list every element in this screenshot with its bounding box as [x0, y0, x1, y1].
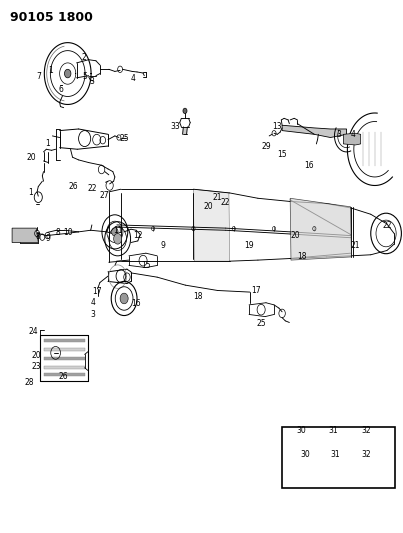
Text: 22: 22 — [382, 221, 392, 230]
Text: 13: 13 — [272, 123, 282, 131]
Circle shape — [114, 233, 122, 244]
Text: 32: 32 — [361, 426, 371, 435]
Text: 22: 22 — [88, 184, 98, 192]
Text: 6: 6 — [59, 85, 64, 94]
Text: 28: 28 — [24, 378, 34, 386]
Polygon shape — [44, 373, 85, 376]
Polygon shape — [44, 348, 85, 351]
Text: 12: 12 — [133, 231, 143, 240]
Text: 3: 3 — [337, 130, 342, 139]
Text: 20: 20 — [290, 231, 300, 240]
Text: 20: 20 — [204, 202, 214, 211]
Text: 32: 32 — [361, 450, 371, 458]
Text: 3: 3 — [89, 77, 94, 86]
Text: 1: 1 — [45, 140, 50, 148]
Text: 3: 3 — [90, 310, 95, 319]
Text: 8: 8 — [55, 229, 60, 237]
Text: 9: 9 — [46, 235, 51, 243]
Text: 16: 16 — [305, 161, 314, 169]
Text: 18: 18 — [297, 253, 307, 261]
Text: 11: 11 — [113, 226, 123, 235]
Text: 31: 31 — [329, 426, 339, 435]
Text: 33: 33 — [171, 123, 181, 131]
Text: 4: 4 — [91, 298, 96, 307]
Text: 29: 29 — [261, 142, 271, 151]
Text: 15: 15 — [277, 150, 287, 159]
Text: 16: 16 — [131, 300, 141, 308]
Polygon shape — [343, 133, 361, 145]
Circle shape — [183, 108, 187, 114]
Text: 4: 4 — [350, 130, 355, 139]
Text: 25: 25 — [119, 134, 129, 142]
Polygon shape — [290, 198, 351, 260]
Text: 24: 24 — [28, 327, 38, 336]
Text: 23: 23 — [31, 362, 41, 370]
Circle shape — [112, 228, 118, 236]
Text: 1: 1 — [28, 189, 33, 197]
Text: 17: 17 — [251, 286, 261, 295]
Polygon shape — [44, 357, 85, 360]
Text: 15: 15 — [141, 261, 151, 270]
FancyBboxPatch shape — [282, 427, 395, 488]
Text: 30: 30 — [301, 450, 310, 458]
Text: 26: 26 — [69, 182, 78, 191]
Polygon shape — [44, 339, 85, 342]
Text: 30: 30 — [297, 426, 306, 435]
Text: 27: 27 — [99, 191, 109, 199]
Circle shape — [64, 69, 71, 78]
Text: 31: 31 — [331, 450, 341, 458]
Text: 9: 9 — [161, 241, 166, 249]
Text: 26: 26 — [59, 373, 69, 381]
Text: 2: 2 — [81, 53, 86, 62]
Text: 21: 21 — [213, 193, 222, 201]
Text: 20: 20 — [26, 153, 36, 161]
Text: 4: 4 — [131, 74, 135, 83]
Polygon shape — [282, 125, 347, 138]
Polygon shape — [44, 366, 85, 369]
Text: 22: 22 — [221, 198, 231, 207]
Text: 5: 5 — [82, 72, 87, 80]
Text: 21: 21 — [351, 241, 360, 249]
Text: 10: 10 — [63, 229, 73, 237]
Text: 19: 19 — [244, 241, 254, 249]
Circle shape — [120, 293, 128, 304]
Polygon shape — [193, 189, 230, 261]
Text: 1: 1 — [48, 66, 53, 75]
Text: 8: 8 — [35, 232, 40, 240]
Text: 17: 17 — [92, 287, 102, 296]
Text: 90105 1800: 90105 1800 — [10, 11, 93, 24]
Text: 7: 7 — [36, 72, 41, 80]
Text: 20: 20 — [31, 351, 41, 360]
Text: 18: 18 — [193, 293, 202, 301]
Polygon shape — [12, 228, 38, 243]
Text: 25: 25 — [256, 319, 266, 328]
